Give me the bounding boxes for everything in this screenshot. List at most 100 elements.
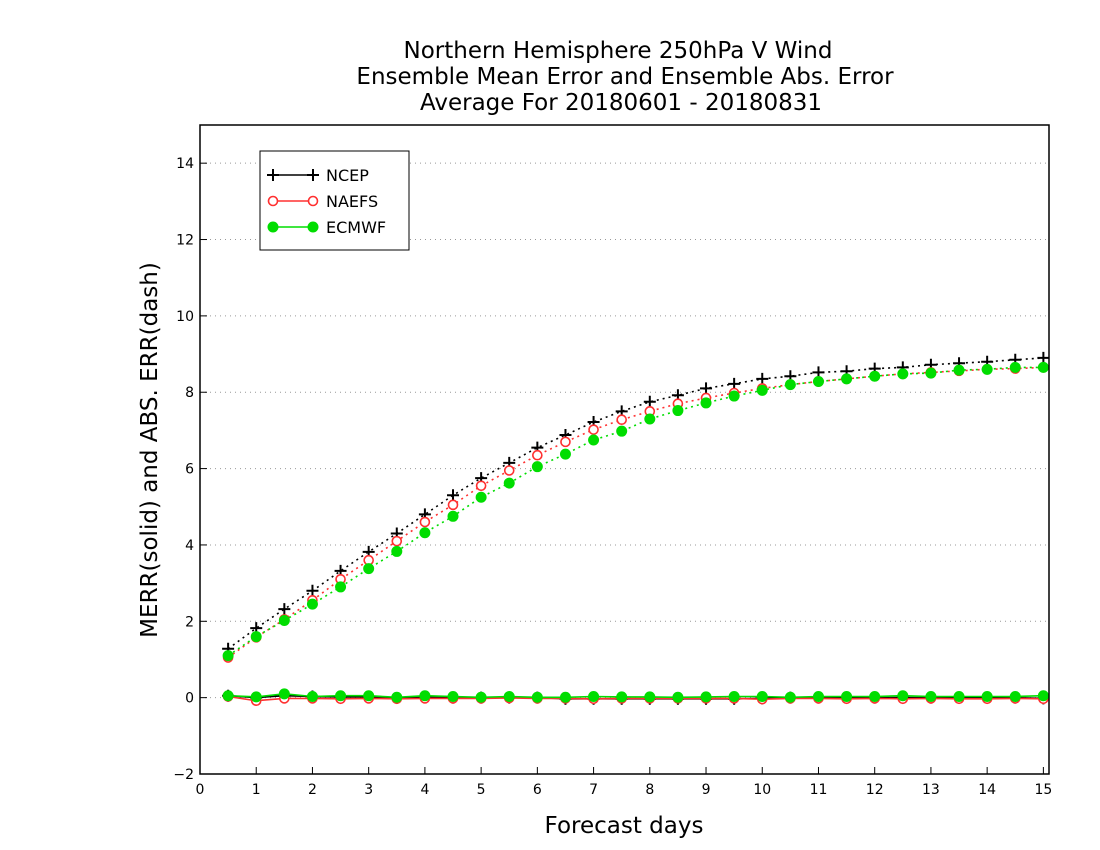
x-tick-label: 13 xyxy=(922,782,940,798)
abs-err-point-ecmwf xyxy=(841,373,853,385)
abs-err-point-ecmwf xyxy=(869,370,881,382)
mean-err-point-ecmwf xyxy=(419,690,431,702)
abs-err-point-ecmwf xyxy=(447,510,459,522)
abs-err-point-ecmwf xyxy=(503,477,515,489)
mean-err-point-ecmwf xyxy=(1037,690,1049,702)
y-tick-label: 4 xyxy=(185,538,194,554)
y-tick-label: 8 xyxy=(185,385,194,401)
abs-err-point-ecmwf xyxy=(672,405,684,417)
legend-marker-ecmwf xyxy=(307,221,319,233)
y-tick-label: −2 xyxy=(173,767,194,783)
x-tick-label: 12 xyxy=(866,782,884,798)
plot-frame xyxy=(199,124,1050,775)
y-tick-label: 12 xyxy=(176,233,194,249)
abs-err-point-naefs xyxy=(616,414,627,426)
abs-err-point-ecmwf xyxy=(981,363,993,375)
x-tick-label: 10 xyxy=(753,782,771,798)
abs-err-point-ecmwf xyxy=(363,563,375,575)
abs-err-point-naefs xyxy=(475,480,487,492)
abs-err-point-ncep xyxy=(306,584,319,597)
abs-err-point-ecmwf xyxy=(1009,361,1021,373)
y-tick-label: 6 xyxy=(185,462,194,478)
mean-err-point-ecmwf xyxy=(925,691,937,703)
mean-err-point-ecmwf xyxy=(756,691,768,703)
abs-err-point-ecmwf xyxy=(278,615,290,627)
abs-err-line-naefs xyxy=(227,366,1044,659)
legend: NCEP NAEFS ECMWF xyxy=(259,150,410,251)
abs-err-point-ecmwf xyxy=(953,364,965,376)
abs-err-point-ecmwf xyxy=(728,390,740,402)
chart-title-line-3: Average For 20180601 - 20180831 xyxy=(420,90,822,116)
mean-err-point-ecmwf xyxy=(278,688,290,700)
mean-err-point-ecmwf xyxy=(700,691,712,703)
mean-err-point-ecmwf xyxy=(644,691,656,703)
series-layer xyxy=(222,351,1050,707)
y-tick-label: 0 xyxy=(185,691,194,707)
mean-err-point-ecmwf xyxy=(559,691,571,703)
mean-err-point-ecmwf xyxy=(475,691,487,703)
series-ecmwf xyxy=(222,361,1049,703)
mean-err-point-ecmwf xyxy=(672,691,684,703)
abs-err-point-ecmwf xyxy=(812,376,824,388)
x-tick-label: 15 xyxy=(1034,782,1052,798)
series-ncep xyxy=(222,351,1050,705)
abs-err-line-ecmwf xyxy=(227,366,1044,657)
abs-err-point-ncep xyxy=(700,382,713,395)
x-tick-label: 5 xyxy=(477,782,486,798)
mean-err-point-ecmwf xyxy=(953,691,965,703)
legend-marker-ecmwf xyxy=(267,221,279,233)
mean-err-point-ecmwf xyxy=(363,690,375,702)
legend-marker-naefs xyxy=(307,195,319,207)
abs-err-point-ncep xyxy=(643,395,656,408)
mean-err-point-ecmwf xyxy=(616,691,628,703)
abs-err-point-naefs xyxy=(503,465,515,476)
abs-err-point-ecmwf xyxy=(559,448,571,460)
series-naefs xyxy=(222,362,1049,707)
abs-err-point-naefs xyxy=(532,449,543,461)
abs-err-point-ecmwf xyxy=(250,631,262,643)
abs-err-point-ncep xyxy=(1037,351,1050,364)
x-tick-label: 8 xyxy=(645,782,654,798)
mean-err-point-ecmwf xyxy=(447,691,459,703)
mean-err-point-ecmwf xyxy=(812,691,824,703)
abs-err-point-ecmwf xyxy=(897,368,909,380)
x-tick-label: 0 xyxy=(196,782,205,798)
mean-err-point-ecmwf xyxy=(841,691,853,703)
x-tick-label: 9 xyxy=(702,782,711,798)
x-tick-label: 4 xyxy=(420,782,429,798)
abs-err-point-ecmwf xyxy=(419,527,431,539)
chart-title-line-1: Northern Hemisphere 250hPa V Wind xyxy=(404,38,833,64)
abs-err-point-ecmwf xyxy=(1037,361,1049,373)
x-tick-label: 14 xyxy=(978,782,996,798)
abs-err-point-ecmwf xyxy=(475,491,487,503)
abs-err-point-ecmwf xyxy=(784,379,796,391)
mean-err-point-ecmwf xyxy=(728,691,740,703)
x-tick-label: 11 xyxy=(810,782,828,798)
x-axis-label: Forecast days xyxy=(545,813,704,839)
mean-err-point-ecmwf xyxy=(981,691,993,703)
abs-err-line-ncep xyxy=(227,357,1044,650)
mean-err-point-ecmwf xyxy=(869,691,881,703)
legend-label-ecmwf: ECMWF xyxy=(326,218,386,237)
abs-err-point-naefs xyxy=(588,424,599,435)
abs-err-point-ecmwf xyxy=(925,367,937,379)
abs-err-point-ecmwf xyxy=(616,425,628,437)
abs-err-point-ecmwf xyxy=(306,598,318,610)
abs-err-point-ecmwf xyxy=(756,384,768,396)
y-tick-label: 14 xyxy=(176,156,194,172)
mean-err-point-ecmwf xyxy=(250,691,262,703)
mean-err-point-ecmwf xyxy=(1009,691,1021,703)
abs-err-point-naefs xyxy=(560,436,571,448)
abs-err-point-naefs xyxy=(447,499,459,511)
mean-err-point-ecmwf xyxy=(306,691,318,703)
abs-err-point-ecmwf xyxy=(531,461,543,473)
mean-err-point-ecmwf xyxy=(897,690,909,702)
y-tick-label: 2 xyxy=(185,614,194,630)
x-tick-label: 6 xyxy=(533,782,542,798)
mean-err-point-ecmwf xyxy=(391,691,403,703)
abs-err-point-ecmwf xyxy=(335,581,347,593)
legend-label-ncep: NCEP xyxy=(326,166,369,185)
abs-err-point-ecmwf xyxy=(222,650,234,662)
